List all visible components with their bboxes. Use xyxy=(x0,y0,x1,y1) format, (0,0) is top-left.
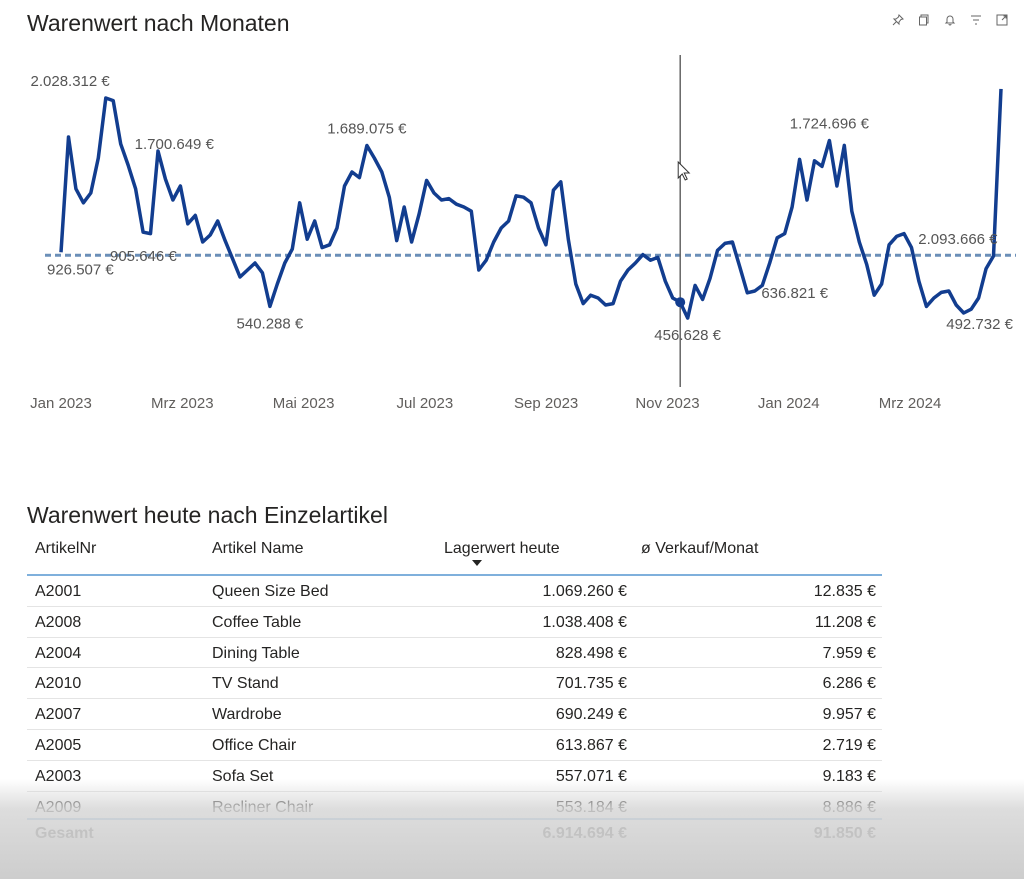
cell-verkauf: 9.957 € xyxy=(822,706,876,724)
cell-lagerwert: 557.071 € xyxy=(555,767,627,785)
cell-artikelnr: A2008 xyxy=(35,613,82,631)
cell-lagerwert: 1.069.260 € xyxy=(542,583,627,600)
reference-line-label: 905.646 € xyxy=(110,248,177,265)
table-title: Warenwert heute nach Einzelartikel xyxy=(27,502,388,528)
total-lagerwert: 6.914.694 € xyxy=(542,825,627,842)
filter-icon[interactable] xyxy=(968,12,984,28)
cell-artikel-name: Office Chair xyxy=(212,736,297,754)
cell-lagerwert: 1.038.408 € xyxy=(542,613,627,631)
bell-icon[interactable] xyxy=(942,12,958,28)
cell-verkauf: 11.208 € xyxy=(814,613,876,631)
cell-lagerwert: 613.867 € xyxy=(555,736,627,754)
data-label: 492.732 € xyxy=(946,316,1013,333)
table-row[interactable]: A2007 Wardrobe 690.249 € 9.957 € xyxy=(27,699,882,730)
cell-artikelnr: A2010 xyxy=(35,675,82,693)
total-verkauf: 91.850 € xyxy=(813,825,876,842)
copy-icon[interactable] xyxy=(916,12,932,28)
x-tick-label: Mrz 2024 xyxy=(879,395,942,412)
cell-verkauf: 7.959 € xyxy=(822,644,876,662)
cell-lagerwert: 690.249 € xyxy=(555,706,627,724)
mouse-cursor-icon xyxy=(677,160,691,181)
cell-artikel-name: Dining Table xyxy=(212,644,300,662)
table-body[interactable]: A2001 Queen Size Bed 1.069.260 €12.835 € A2… xyxy=(27,576,882,818)
cell-verkauf: 8.886 € xyxy=(822,798,876,816)
cell-artikel-name: Queen Size Bed xyxy=(212,583,329,600)
cell-artikel-name: Wardrobe xyxy=(212,706,282,724)
x-tick-label: Jan 2023 xyxy=(30,395,92,412)
pin-icon[interactable] xyxy=(890,12,906,28)
cell-artikelnr: A2009 xyxy=(35,798,82,816)
cell-artikel-name: Sofa Set xyxy=(212,767,274,785)
table-row[interactable]: A2009 Recliner Chair 553.184 € 8.886 € xyxy=(27,792,882,818)
hover-point[interactable] xyxy=(675,297,686,308)
cell-verkauf: 9.183 € xyxy=(822,767,876,785)
data-label: 456.628 € xyxy=(654,327,721,344)
expand-icon[interactable] xyxy=(994,12,1010,28)
visual-header-icons xyxy=(890,12,1010,28)
column-header-artikelnr[interactable]: ArtikelNr xyxy=(35,540,97,557)
cell-artikel-name: Recliner Chair xyxy=(212,798,314,816)
x-tick-label: Mrz 2023 xyxy=(151,395,214,412)
data-label: 926.507 € xyxy=(47,261,114,278)
series-line[interactable] xyxy=(59,88,1003,320)
table-row[interactable]: A2004 Dining Table 828.498 € 7.959 € xyxy=(27,638,882,669)
data-label: 1.724.696 € xyxy=(790,116,870,133)
data-table: ArtikelNr Artikel Name Lagerwert heute ø… xyxy=(27,530,882,850)
table-row[interactable]: A2010 TV Stand 701.735 € 6.286 € xyxy=(27,668,882,700)
cell-lagerwert: 553.184 € xyxy=(555,798,627,816)
cell-verkauf: 6.286 € xyxy=(822,675,876,693)
data-label: 1.689.075 € xyxy=(327,121,407,138)
table-row[interactable]: A2008 Coffee Table 1.038.408 € 11.208 € xyxy=(27,607,882,638)
table-row[interactable]: A2005 Office Chair 613.867 € 2.719 € xyxy=(27,730,882,761)
data-label: 636.821 € xyxy=(761,285,828,302)
column-header-artikel-name[interactable]: Artikel Name xyxy=(212,540,304,557)
data-label: 540.288 € xyxy=(237,315,304,332)
cell-verkauf: 12.835 € xyxy=(813,583,876,600)
data-label: 1.700.649 € xyxy=(135,136,215,153)
cell-artikelnr: A2007 xyxy=(35,706,82,724)
x-tick-label: Nov 2023 xyxy=(635,395,699,412)
data-label: 2.093.666 € xyxy=(918,231,998,248)
x-tick-label: Mai 2023 xyxy=(273,395,335,412)
cell-verkauf: 2.719 € xyxy=(822,736,876,754)
column-header-verkauf[interactable]: ø Verkauf/Monat xyxy=(641,540,759,557)
data-label: 2.028.312 € xyxy=(31,73,111,90)
cell-lagerwert: 828.498 € xyxy=(555,644,627,662)
table-header: ArtikelNr Artikel Name Lagerwert heute ø… xyxy=(27,530,882,576)
cell-artikel-name: Coffee Table xyxy=(212,613,302,631)
chart-title: Warenwert nach Monaten xyxy=(27,10,290,36)
table-row[interactable]: A2003 Sofa Set 557.071 € 9.183 € xyxy=(27,761,882,792)
table-total-row: Gesamt 6.914.694 € 91.850 € xyxy=(27,818,882,850)
x-tick-label: Jan 2024 xyxy=(758,395,820,412)
line-chart[interactable]: Jan 2023 Mrz 2023 Mai 2023 Jul 2023 Sep 2023… xyxy=(0,40,1024,420)
cell-lagerwert: 701.735 € xyxy=(555,675,627,693)
x-tick-label: Sep 2023 xyxy=(514,395,578,412)
cell-artikelnr: A2004 xyxy=(35,644,82,662)
total-label: Gesamt xyxy=(35,825,94,842)
cell-artikelnr: A2001 xyxy=(35,583,82,600)
cell-artikelnr: A2003 xyxy=(35,767,82,785)
column-header-lagerwert[interactable]: Lagerwert heute xyxy=(444,540,560,557)
cell-artikel-name: TV Stand xyxy=(212,675,279,693)
cell-artikelnr: A2005 xyxy=(35,736,82,754)
sort-descending-icon[interactable] xyxy=(472,560,482,566)
x-tick-label: Jul 2023 xyxy=(397,395,454,412)
table-row[interactable]: A2001 Queen Size Bed 1.069.260 € 12.835 € xyxy=(27,576,882,607)
